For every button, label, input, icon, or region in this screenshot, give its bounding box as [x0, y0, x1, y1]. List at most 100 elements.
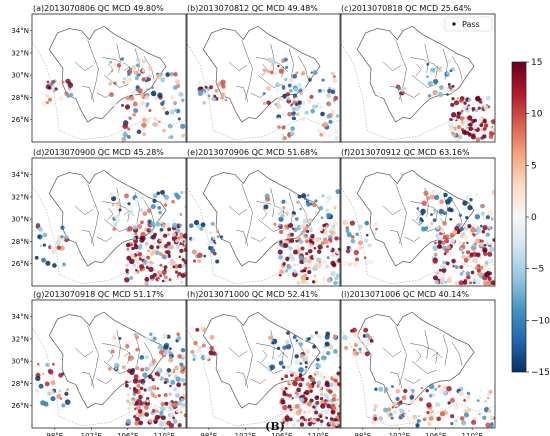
obs-point	[426, 196, 431, 201]
obs-point	[438, 208, 444, 215]
obs-point	[373, 404, 378, 409]
obs-point	[176, 236, 181, 240]
prefecture-boundary	[411, 361, 437, 374]
obs-point	[282, 404, 288, 411]
obs-point	[133, 333, 136, 336]
obs-point	[180, 347, 186, 353]
obs-point	[158, 421, 165, 427]
obs-point	[304, 233, 308, 238]
obs-point	[60, 397, 63, 400]
obs-point	[302, 88, 307, 93]
prefecture-boundary	[442, 192, 448, 224]
obs-point	[325, 264, 330, 269]
obs-point	[197, 252, 203, 259]
obs-point	[316, 249, 322, 255]
obs-point	[39, 244, 43, 248]
obs-point	[141, 382, 145, 386]
obs-point	[203, 254, 207, 258]
obs-point	[317, 244, 323, 250]
obs-point	[134, 76, 139, 81]
obs-point	[420, 386, 424, 390]
obs-point	[167, 232, 171, 236]
y-tick-label: 26°N	[11, 116, 29, 124]
obs-point	[359, 351, 362, 354]
obs-point	[334, 422, 339, 426]
obs-point	[174, 270, 179, 274]
obs-point	[358, 347, 362, 352]
obs-point	[134, 401, 139, 406]
obs-point	[447, 252, 453, 257]
obs-point	[166, 420, 172, 426]
obs-point	[143, 388, 147, 392]
obs-point	[168, 347, 172, 351]
obs-point	[41, 372, 45, 376]
obs-point	[336, 371, 341, 376]
obs-point	[481, 98, 487, 104]
obs-point	[454, 404, 459, 410]
obs-point	[135, 197, 138, 201]
prefecture-boundary	[442, 334, 448, 366]
obs-point	[47, 97, 53, 102]
panel-title: (b)2013070812 QC MCD 49.48%	[187, 4, 318, 13]
obs-point	[485, 95, 491, 101]
obs-point	[334, 276, 339, 281]
obs-point	[421, 212, 424, 216]
obs-point	[142, 211, 148, 217]
y-tick-label: 26°N	[11, 260, 29, 268]
obs-point	[383, 390, 387, 394]
obs-point	[148, 418, 153, 424]
obs-point	[313, 220, 318, 225]
prefecture-boundary	[257, 361, 283, 374]
obs-point	[319, 415, 323, 419]
colorbar-tick-label: 10	[531, 110, 543, 120]
obs-point	[280, 409, 286, 415]
obs-point	[295, 112, 300, 116]
obs-point	[281, 137, 285, 141]
obs-point	[490, 422, 494, 426]
obs-point	[177, 418, 183, 425]
obs-point	[130, 400, 136, 405]
obs-point	[295, 409, 302, 416]
obs-point	[348, 262, 352, 267]
obs-point	[421, 200, 427, 206]
outer-boundary	[186, 41, 341, 141]
obs-point	[144, 336, 150, 342]
prefecture-boundary	[82, 86, 95, 103]
obs-point	[137, 245, 143, 250]
obs-point	[316, 417, 321, 422]
obs-point	[448, 120, 454, 125]
obs-point	[309, 334, 314, 339]
obs-point	[294, 404, 300, 409]
obs-point	[139, 386, 144, 391]
colorbar-tick-label: 15	[531, 58, 542, 68]
prefecture-boundary	[96, 236, 113, 242]
obs-point	[163, 344, 169, 350]
obs-point	[161, 379, 164, 383]
obs-point	[418, 220, 423, 225]
obs-point	[112, 62, 117, 68]
obs-point	[330, 89, 336, 95]
obs-point	[294, 376, 299, 382]
obs-point	[127, 127, 131, 131]
obs-point	[291, 396, 294, 400]
obs-point	[291, 116, 296, 121]
obs-point	[55, 239, 61, 246]
colorbar-tick-label: −5	[531, 265, 544, 275]
obs-point	[436, 69, 440, 73]
obs-point	[426, 402, 432, 408]
obs-point	[285, 256, 290, 262]
obs-point	[458, 135, 463, 140]
obs-point	[357, 240, 363, 246]
obs-point	[153, 394, 157, 399]
obs-point	[351, 327, 357, 333]
obs-point	[363, 327, 369, 333]
obs-point	[125, 344, 130, 349]
obs-point	[169, 135, 174, 139]
obs-point	[213, 94, 217, 98]
obs-point	[141, 393, 145, 397]
obs-point	[271, 341, 275, 345]
obs-point	[157, 206, 162, 210]
obs-point	[177, 401, 182, 406]
prefecture-boundary	[134, 334, 140, 366]
obs-point	[167, 349, 171, 353]
